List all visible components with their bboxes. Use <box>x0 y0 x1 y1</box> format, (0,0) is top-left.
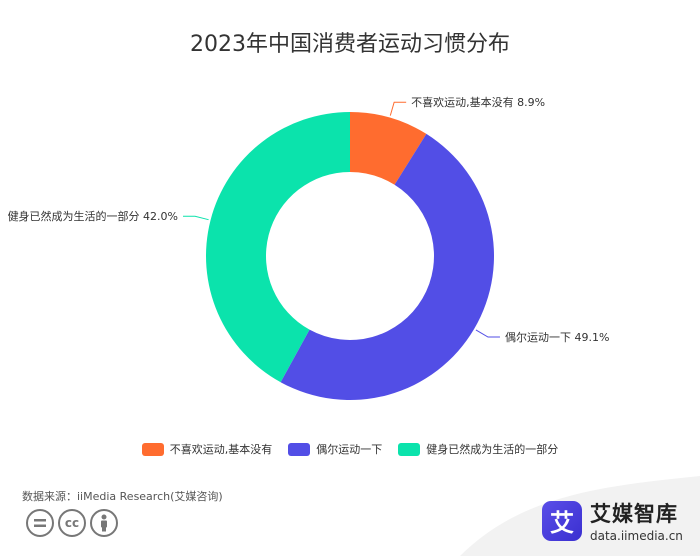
chart-title: 2023年中国消费者运动习惯分布 <box>190 32 510 57</box>
slice-no-exercise[interactable] <box>350 112 427 185</box>
label-occasional: 偶尔运动一下 49.1% <box>505 331 609 344</box>
slice-lifestyle[interactable] <box>206 112 350 383</box>
legend-label: 不喜欢运动,基本没有 <box>169 443 273 456</box>
legend-item-lifestyle[interactable]: 健身已然成为生活的一部分 <box>398 441 558 457</box>
legend-swatch <box>288 442 311 456</box>
brand-name: 艾媒智库 <box>590 502 678 526</box>
brand-logo: 艾 <box>542 500 582 541</box>
legend-label: 健身已然成为生活的一部分 <box>426 443 559 456</box>
data-source: 数据来源：iiMedia Research(艾媒咨询) <box>22 490 223 503</box>
chart-legend: 不喜欢运动,基本没有 偶尔运动一下 健身已然成为生活的一部分 <box>0 441 700 457</box>
legend-swatch <box>398 442 421 456</box>
leader-line <box>183 215 209 221</box>
slice-occasional[interactable] <box>280 133 495 401</box>
brand-block: 艾 艾媒智库 data.iimedia.cn <box>542 498 683 543</box>
leader-line <box>389 101 407 116</box>
legend-label: 偶尔运动一下 <box>316 443 383 456</box>
person-icon <box>90 509 118 537</box>
leader-line <box>475 329 500 338</box>
legend-item-no-exercise[interactable]: 不喜欢运动,基本没有 <box>141 441 273 457</box>
legend-item-occasional[interactable]: 偶尔运动一下 <box>288 441 382 457</box>
brand-url[interactable]: data.iimedia.cn <box>590 529 683 543</box>
donut-chart: 不喜欢运动,基本没有 8.9% 偶尔运动一下 49.1% 健身已然成为生活的一部分 … <box>8 95 609 401</box>
cc-icon: cc <box>58 509 86 537</box>
label-no-exercise: 不喜欢运动,基本没有 8.9% <box>411 95 545 109</box>
legend-swatch <box>141 442 164 456</box>
equals-icon <box>26 509 54 537</box>
license-badges: cc <box>26 509 118 537</box>
label-lifestyle: 健身已然成为生活的一部分 42.0% <box>8 209 178 223</box>
